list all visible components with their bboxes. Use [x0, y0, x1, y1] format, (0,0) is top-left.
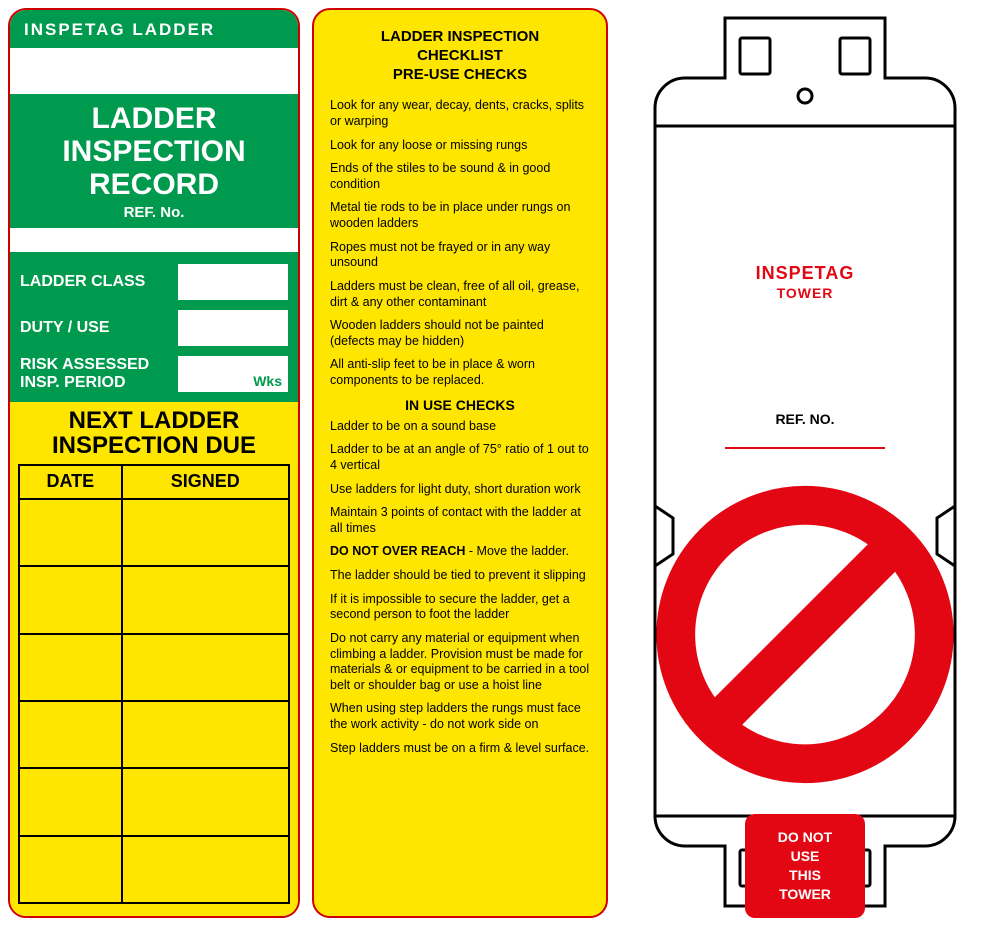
field-label: DUTY / USE	[20, 319, 110, 337]
table-row	[19, 499, 289, 566]
write-in-band	[10, 48, 298, 94]
signature-table: DATE SIGNED	[18, 464, 290, 904]
field-label: RISK ASSESSED INSP. PERIOD	[20, 356, 149, 391]
ref-no-label: REF. NO.	[775, 411, 834, 427]
warn-line: THIS	[751, 866, 859, 885]
checklist-item: Look for any wear, decay, dents, cracks,…	[330, 98, 590, 129]
checklist-item: When using step ladders the rungs must f…	[330, 701, 590, 732]
field-row-insp-period: RISK ASSESSED INSP. PERIOD Wks	[20, 356, 288, 392]
checklist-item: Ladder to be on a sound base	[330, 419, 590, 435]
checklist-item: Wooden ladders should not be painted (de…	[330, 318, 590, 349]
field-box	[178, 264, 288, 300]
ref-no-write-band	[10, 228, 298, 252]
inuse-list: Ladder to be on a sound base Ladder to be…	[330, 419, 590, 537]
preuse-list: Look for any wear, decay, dents, cracks,…	[330, 98, 590, 388]
checklist-heading: LADDER INSPECTION CHECKLIST PRE-USE CHEC…	[330, 28, 590, 84]
rest-text: - Move the ladder.	[465, 544, 569, 558]
ref-no-line	[725, 447, 885, 449]
ref-no-label: REF. No.	[14, 205, 294, 222]
checklist-item: Ropes must not be frayed or in any way u…	[330, 240, 590, 271]
field-box: Wks	[178, 356, 288, 392]
brand-line-2: TOWER	[756, 285, 855, 302]
table-row	[19, 701, 289, 768]
tag1-header: INSPETAG LADDER LADDER INSPECTION RECORD…	[10, 10, 298, 402]
warn-line: USE	[751, 847, 859, 866]
wks-suffix: Wks	[253, 373, 282, 389]
due-section: NEXT LADDER INSPECTION DUE DATE SIGNED	[10, 402, 298, 917]
field-label: LADDER CLASS	[20, 273, 145, 291]
bold-text: DO NOT OVER REACH	[330, 544, 465, 558]
inspection-record-tag: INSPETAG LADDER LADDER INSPECTION RECORD…	[8, 8, 300, 918]
checklist-item: Metal tie rods to be in place under rung…	[330, 200, 590, 231]
checklist-item: Maintain 3 points of contact with the la…	[330, 505, 590, 536]
warn-line: TOWER	[751, 885, 859, 904]
title-line-2: INSPECTION	[14, 135, 294, 168]
checklist-item: All anti-slip feet to be in place & worn…	[330, 357, 590, 388]
record-title: LADDER INSPECTION RECORD REF. No.	[10, 94, 298, 228]
title-line-3: RECORD	[14, 168, 294, 201]
checklist-item: Ladder to be at an angle of 75° ratio of…	[330, 442, 590, 473]
signature-rows	[19, 499, 289, 903]
brand-label: INSPETAG LADDER	[10, 10, 298, 48]
checklist-item: Look for any loose or missing rungs	[330, 138, 590, 154]
field-block: LADDER CLASS DUTY / USE RISK ASSESSED IN…	[10, 252, 298, 402]
col-date: DATE	[19, 465, 122, 499]
brand-line-1: INSPETAG	[756, 263, 855, 285]
prohibition-icon	[620, 473, 990, 796]
checklist-item: Ends of the stiles to be sound & in good…	[330, 161, 590, 192]
checklist-item: Step ladders must be on a firm & level s…	[330, 741, 590, 757]
table-row	[19, 634, 289, 701]
do-not-overreach: DO NOT OVER REACH - Move the ladder.	[330, 544, 590, 560]
inuse-list-2: The ladder should be tied to prevent it …	[330, 568, 590, 756]
field-row-duty-use: DUTY / USE	[20, 310, 288, 346]
tower-brand: INSPETAG TOWER	[756, 263, 855, 301]
checklist-item: Do not carry any material or equipment w…	[330, 631, 590, 694]
checklist-item: Ladders must be clean, free of all oil, …	[330, 279, 590, 310]
col-signed: SIGNED	[122, 465, 289, 499]
warn-line: DO NOT	[751, 828, 859, 847]
field-row-ladder-class: LADDER CLASS	[20, 264, 288, 300]
table-row	[19, 836, 289, 903]
checklist-item: If it is impossible to secure the ladder…	[330, 592, 590, 623]
table-row	[19, 768, 289, 835]
holder-content: INSPETAG TOWER REF. NO. DO NOT USE THIS …	[620, 8, 990, 918]
checklist-tag: LADDER INSPECTION CHECKLIST PRE-USE CHEC…	[312, 8, 608, 918]
checklist-item: The ladder should be tied to prevent it …	[330, 568, 590, 584]
tower-holder-tag: INSPETAG TOWER REF. NO. DO NOT USE THIS …	[620, 8, 990, 918]
field-box	[178, 310, 288, 346]
checklist-item: Use ladders for light duty, short durati…	[330, 482, 590, 498]
inuse-heading: IN USE CHECKS	[330, 397, 590, 413]
do-not-use-box: DO NOT USE THIS TOWER	[745, 814, 865, 918]
table-row	[19, 566, 289, 633]
due-title: NEXT LADDER INSPECTION DUE	[18, 408, 290, 458]
title-line-1: LADDER	[14, 102, 294, 135]
